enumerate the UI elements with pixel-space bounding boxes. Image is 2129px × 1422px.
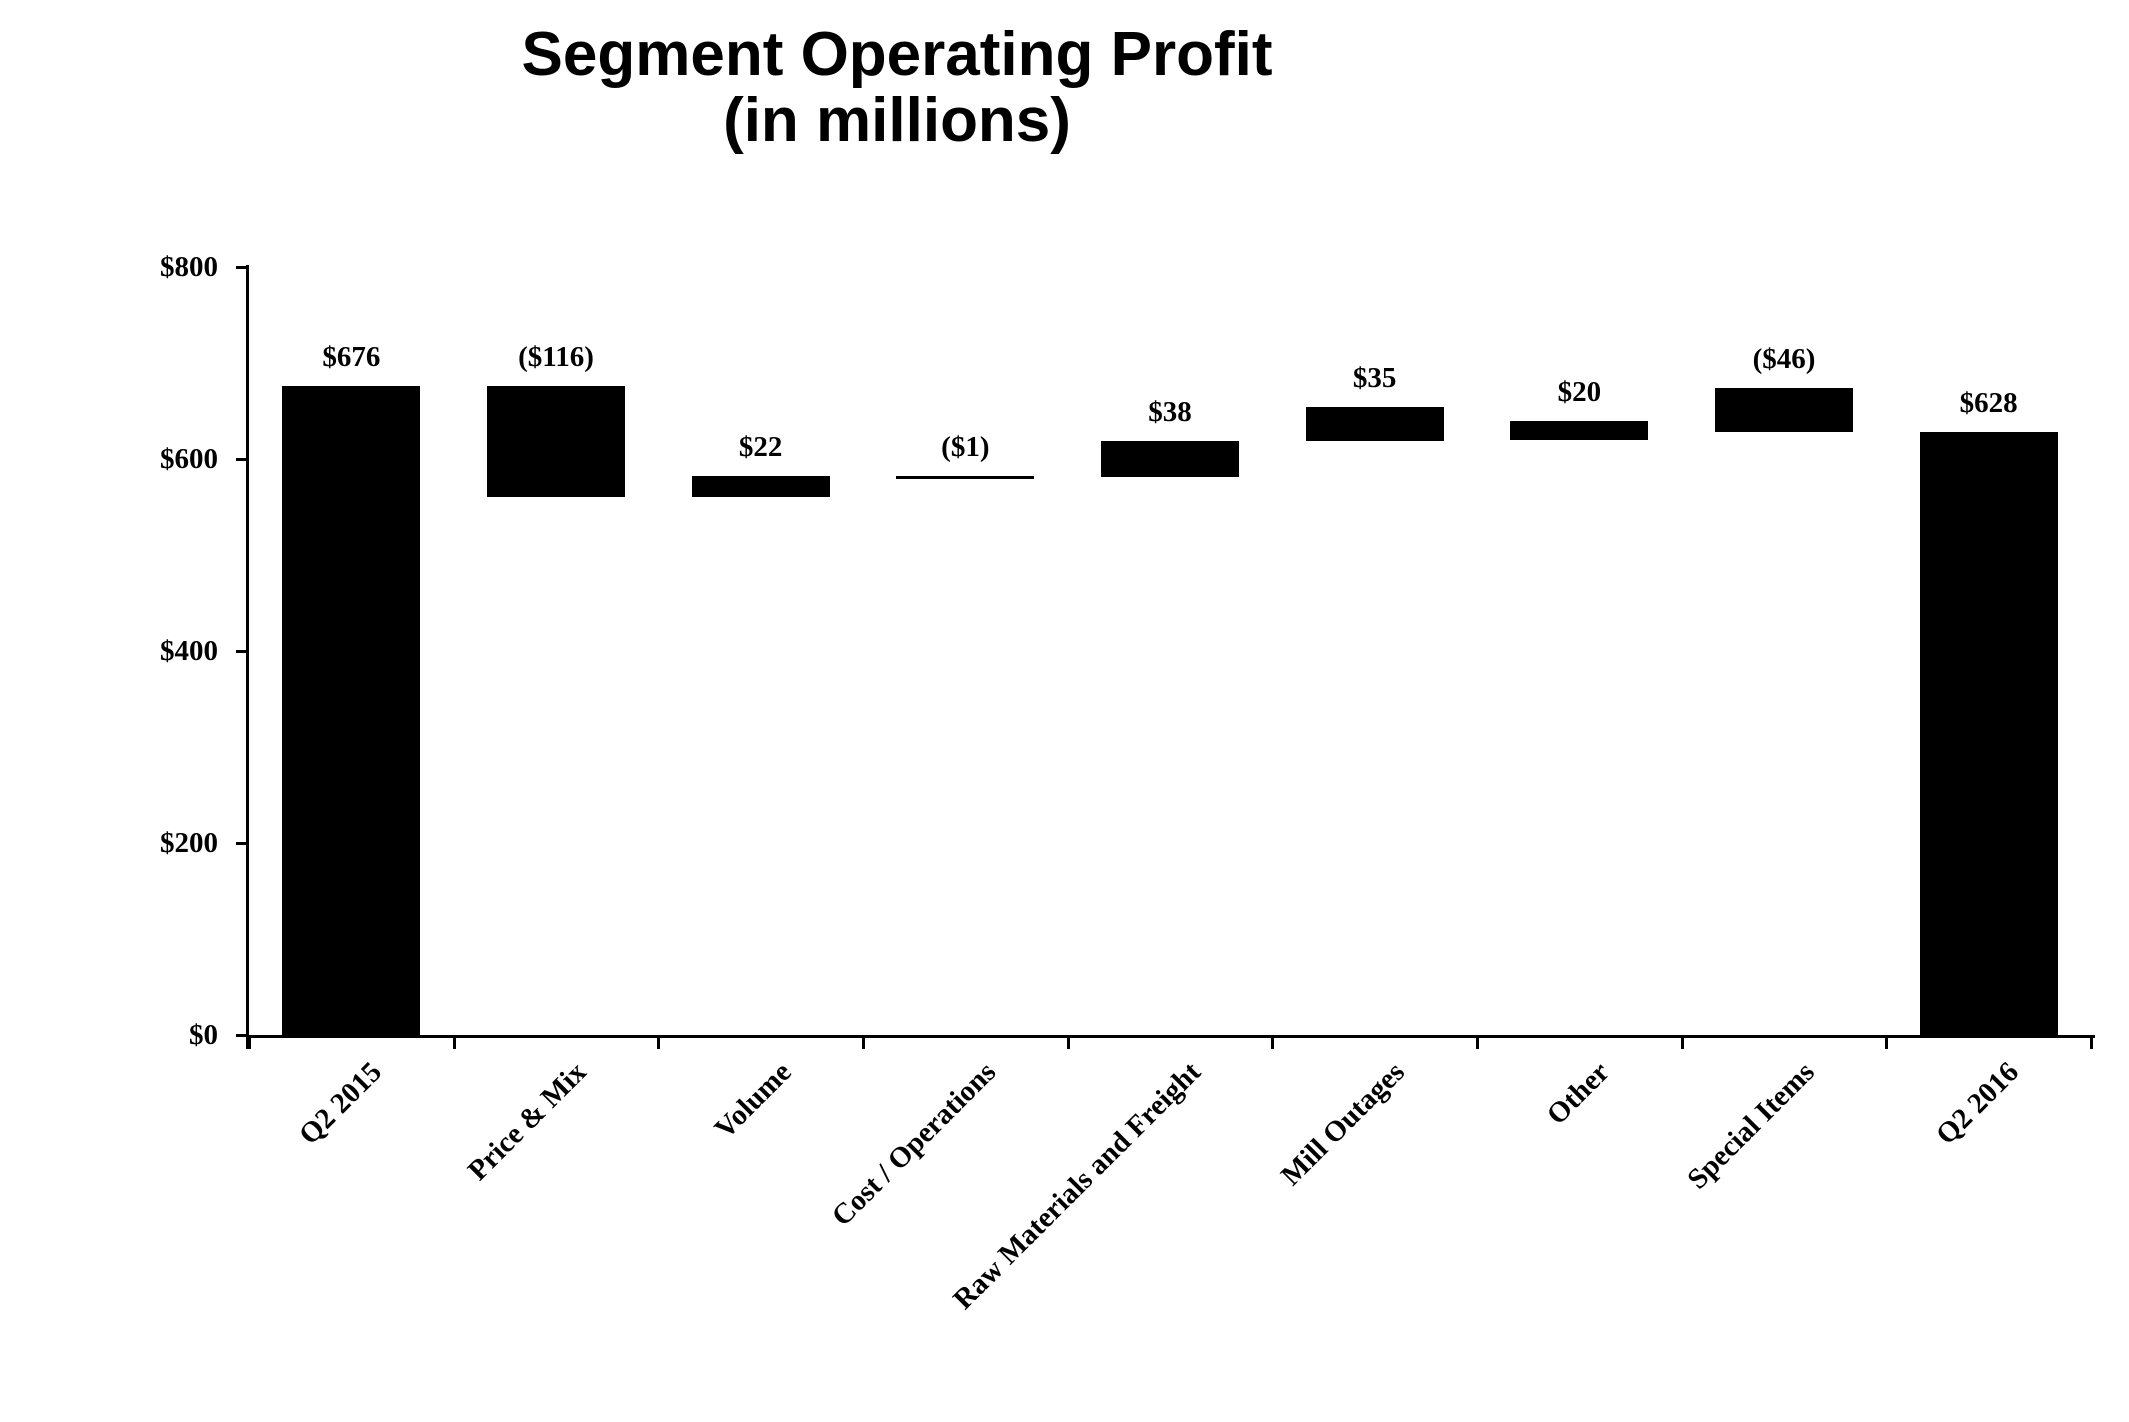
bar	[896, 476, 1035, 480]
x-tick	[1680, 1035, 1684, 1049]
y-tick-label: $800	[160, 251, 218, 283]
x-tick	[862, 1035, 865, 1049]
y-tick	[236, 1034, 249, 1037]
bar	[487, 386, 625, 498]
bar	[1510, 420, 1649, 440]
chart-title: Segment Operating Profit	[521, 20, 1273, 89]
x-tick	[1476, 1035, 1479, 1049]
x-category-label-text: Other	[1540, 1056, 1616, 1132]
y-tick	[236, 842, 249, 845]
x-category-label-text: Q2 2015	[292, 1056, 388, 1151]
chart-title-block: Segment Operating Profit (in millions)	[0, 22, 1794, 154]
bar	[1715, 387, 1853, 433]
y-tick	[236, 458, 249, 461]
x-category-label-text: Cost / Operations	[825, 1056, 1002, 1233]
bar-value-label: ($46)	[1752, 342, 1816, 375]
x-tick	[452, 1035, 456, 1049]
x-category-label-text: Volume	[708, 1056, 798, 1146]
bar-value-label: $38	[1148, 395, 1192, 428]
bar	[1101, 440, 1239, 478]
bar	[691, 476, 830, 498]
bar-value-label: $628	[1959, 387, 2018, 420]
bar-value-label: ($1)	[941, 431, 990, 464]
y-tick-label: $200	[160, 827, 218, 859]
bar	[282, 386, 421, 1035]
y-tick	[236, 650, 249, 653]
y-tick	[236, 266, 249, 269]
bar-value-label: $35	[1352, 362, 1397, 395]
x-tick	[2090, 1035, 2093, 1049]
bar	[1919, 432, 2058, 1035]
y-tick-label: $600	[160, 443, 218, 475]
x-tick	[1271, 1035, 1275, 1049]
x-category-label-text: Price & Mix	[461, 1056, 593, 1187]
x-tick	[248, 1035, 251, 1049]
x-axis	[246, 1035, 2095, 1038]
x-category-label-text: Special Items	[1681, 1056, 1821, 1196]
x-category-label-text: Mill Outages	[1275, 1056, 1412, 1192]
bar-value-label: $22	[738, 431, 783, 464]
y-axis	[246, 265, 249, 1049]
bar-value-label: ($116)	[518, 341, 594, 374]
y-tick-label: $0	[189, 1019, 218, 1051]
bar	[1305, 407, 1444, 441]
x-tick	[1066, 1035, 1070, 1049]
x-tick	[657, 1035, 661, 1049]
y-tick-label: $400	[160, 635, 218, 667]
bar-value-label: $676	[322, 341, 381, 374]
x-category-label-text: Q2 2016	[1930, 1056, 2026, 1151]
x-tick	[1885, 1035, 1889, 1049]
chart-subtitle: (in millions)	[723, 86, 1071, 155]
bar-value-label: $20	[1557, 375, 1602, 408]
